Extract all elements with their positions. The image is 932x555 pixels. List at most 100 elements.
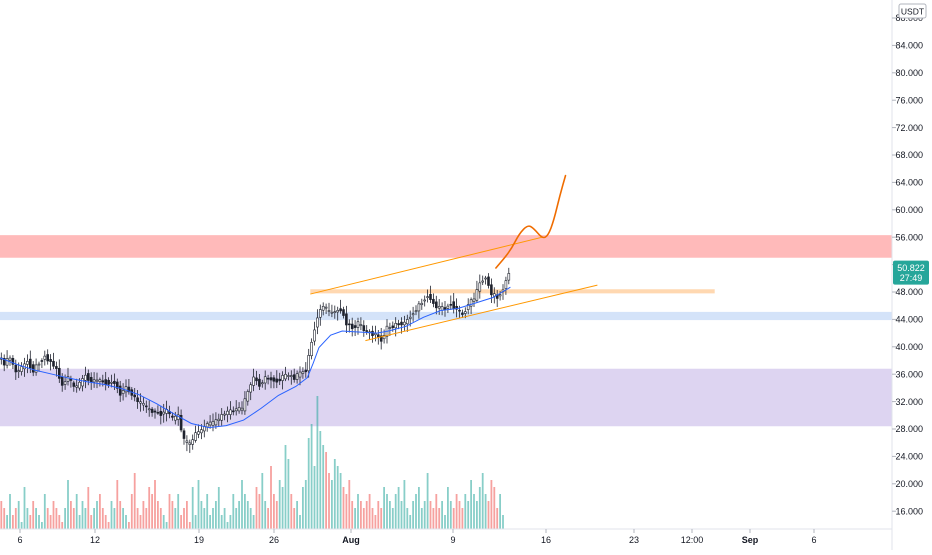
candle-up <box>437 306 441 309</box>
volume-bar <box>241 480 243 529</box>
zone-layer <box>0 235 892 427</box>
candle-down <box>449 304 453 306</box>
candle-down <box>379 335 383 342</box>
volume-bar <box>212 508 214 529</box>
candle-up <box>205 423 209 428</box>
candle-up <box>220 414 223 421</box>
volume-bar <box>270 466 272 529</box>
candle-up <box>63 381 67 385</box>
candle-down <box>304 369 308 373</box>
candle-up <box>440 306 444 311</box>
volume-bar <box>101 508 104 529</box>
candle-down <box>232 410 235 413</box>
candle-down <box>145 405 148 408</box>
candle-down <box>159 410 163 416</box>
volume-bar <box>32 501 35 529</box>
candle-up <box>139 401 142 404</box>
candle-up <box>188 442 192 445</box>
volume-bar <box>107 522 110 529</box>
candle-down <box>31 364 35 373</box>
candle-up <box>252 376 255 386</box>
volume-bar <box>255 487 258 529</box>
volume-bar <box>14 508 17 529</box>
price-tick-label: 64.000 <box>895 178 923 188</box>
candle-down <box>371 330 374 336</box>
price-tick-label: 36.000 <box>895 369 923 379</box>
candle-down <box>353 325 357 328</box>
volume-bar <box>258 494 261 529</box>
candle-down <box>87 373 90 381</box>
candle-up <box>26 361 29 365</box>
pivot-zone <box>310 289 715 294</box>
candle-up <box>260 382 264 385</box>
volume-bar <box>499 494 501 529</box>
currency-label: USDT <box>901 7 924 17</box>
volume-bar <box>55 508 58 529</box>
volume-bar <box>313 466 316 529</box>
volume-bar <box>406 508 409 529</box>
volume-bar <box>110 501 113 529</box>
candle-up <box>507 273 511 281</box>
volume-bar <box>180 515 182 529</box>
candle-down <box>46 354 50 362</box>
volume-bar <box>377 501 380 529</box>
candle-down <box>429 293 432 300</box>
candle-up <box>403 321 406 326</box>
candle-up <box>8 357 12 361</box>
volume-bar <box>148 487 151 529</box>
candle-up <box>324 306 328 309</box>
volume-bar <box>467 501 470 529</box>
volume-bar <box>383 487 385 529</box>
volume-bar <box>209 515 211 529</box>
volume-bar <box>186 501 188 529</box>
volume-bar <box>232 494 235 529</box>
volume-bar <box>478 487 481 529</box>
volume-bar <box>125 515 127 529</box>
volume-bar <box>264 501 267 529</box>
volume-bar <box>331 480 333 529</box>
price-tick-label: 76.000 <box>895 95 923 105</box>
candle-down <box>391 325 395 328</box>
price-tick-label: 72.000 <box>895 123 923 133</box>
candle-up <box>75 385 78 388</box>
volume-bar <box>43 494 46 529</box>
volume-bar <box>403 480 406 529</box>
volume-bar <box>273 494 275 529</box>
current-price-value: 50.822 <box>897 263 925 273</box>
candle-down <box>11 358 15 365</box>
volume-bar <box>122 508 124 529</box>
candle-down <box>89 377 93 383</box>
volume-bar <box>293 508 296 529</box>
candle-up <box>289 375 293 377</box>
volume-bar <box>58 515 61 529</box>
candle-down <box>269 377 273 381</box>
volume-bar <box>371 508 374 529</box>
candle-down <box>400 321 403 326</box>
candle-down <box>118 385 122 396</box>
volume-bar <box>484 494 487 529</box>
currency-label-box[interactable]: USDT <box>898 3 927 19</box>
volume-bar <box>29 515 32 529</box>
time-tick-label: 12 <box>90 535 100 545</box>
candle-up <box>95 379 99 382</box>
candle-up <box>374 333 377 336</box>
volume-bar <box>455 494 458 529</box>
candle-up <box>411 313 415 316</box>
candle-down <box>461 312 464 315</box>
time-axis[interactable]: 6 12 19 26 Aug 9 16 23 12:00 Sep 6 <box>0 528 892 545</box>
candle-up <box>466 304 470 310</box>
candle-up <box>426 296 429 298</box>
candle-up <box>20 366 23 372</box>
candle-up <box>17 370 21 372</box>
time-tick-label: 6 <box>17 535 22 545</box>
candle-up <box>484 277 487 280</box>
candle-down <box>57 367 61 379</box>
volume-bar <box>412 501 414 529</box>
volume-bar <box>104 515 107 529</box>
time-tick-label: 9 <box>450 535 455 545</box>
candle-down <box>275 378 279 383</box>
volume-bar <box>145 508 148 529</box>
candle-up <box>121 390 125 394</box>
volume-bar <box>441 501 443 529</box>
